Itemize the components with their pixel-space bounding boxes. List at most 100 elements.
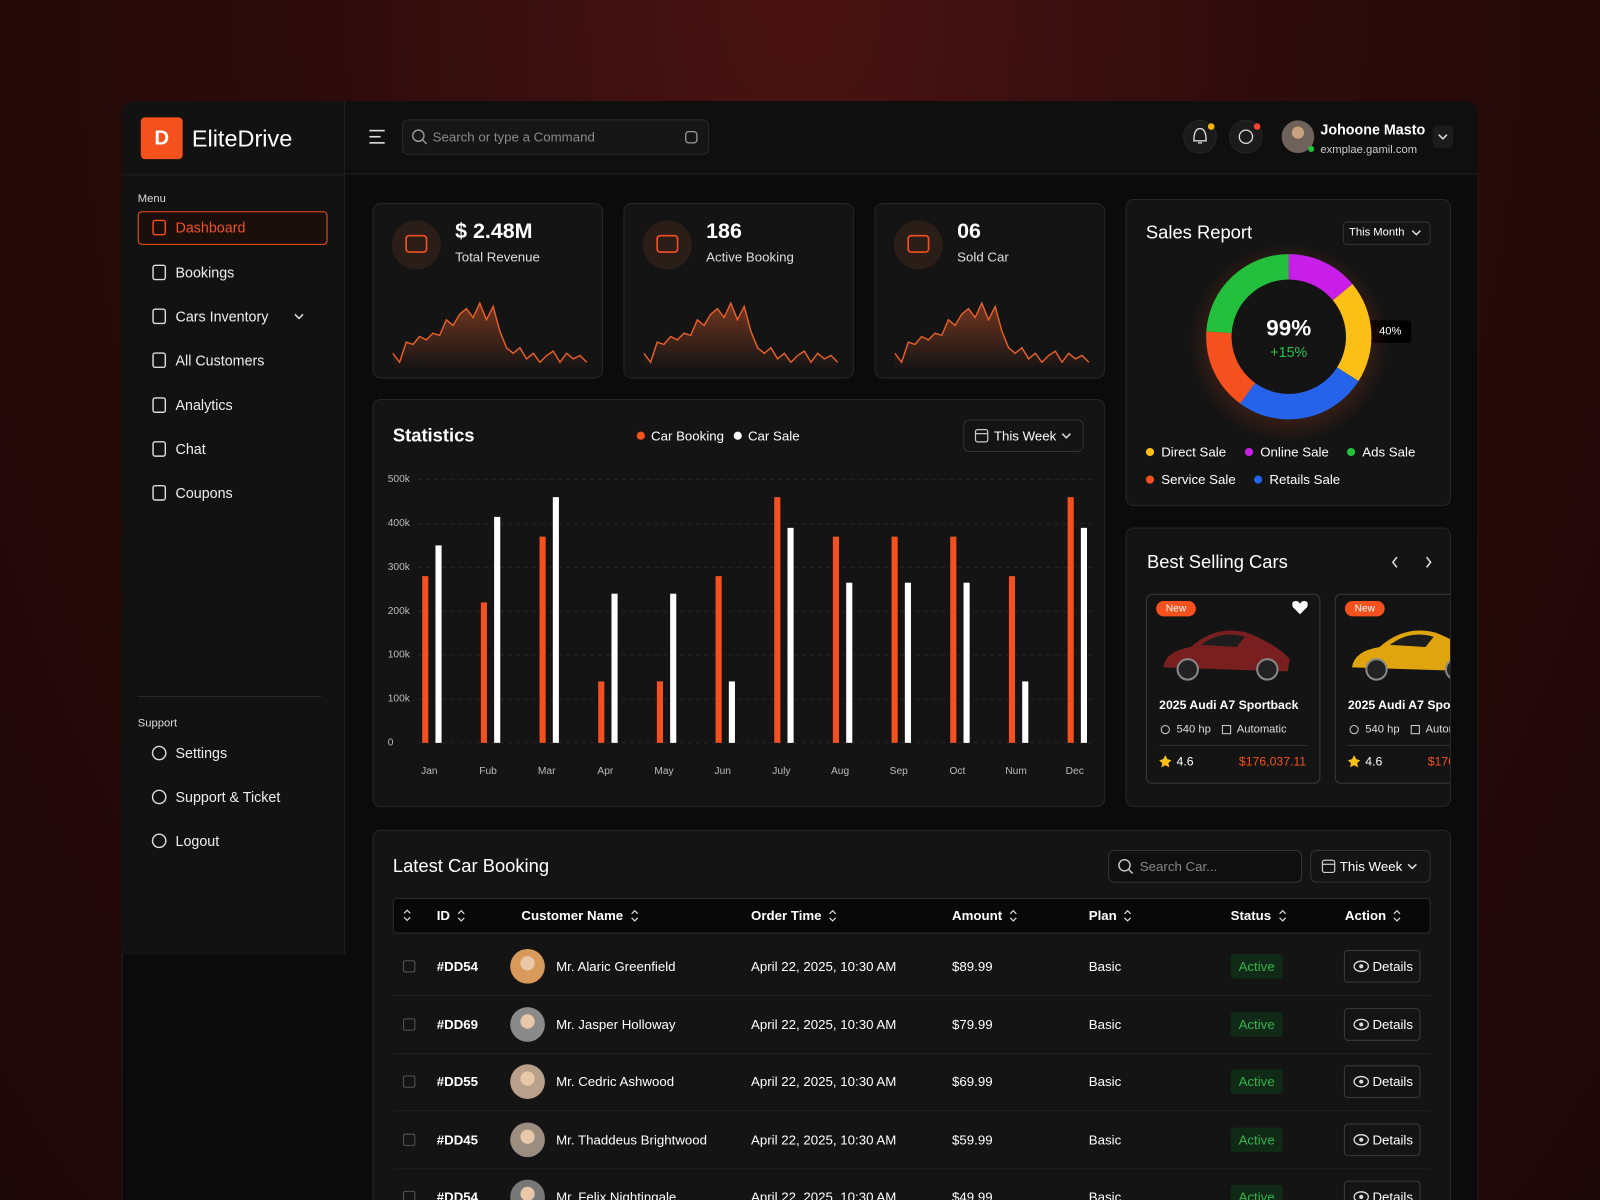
row-separator [392, 1110, 1431, 1112]
table-search[interactable] [1108, 849, 1303, 883]
status-pill [1230, 1184, 1283, 1200]
details-button[interactable] [1343, 949, 1421, 983]
gear-icon [1410, 724, 1420, 735]
car-window [1201, 634, 1245, 647]
row-checkbox[interactable] [403, 1190, 416, 1200]
support-item[interactable] [138, 781, 328, 815]
sort-icon [457, 909, 465, 922]
menu-item[interactable] [138, 433, 328, 467]
car-wheel [1176, 658, 1199, 681]
sort-icon [829, 909, 837, 922]
car-power: 540 hp [1176, 723, 1211, 736]
menu-item[interactable] [138, 389, 328, 423]
car-rating: 4.6 [1176, 754, 1194, 769]
row-separator [392, 1168, 1431, 1170]
sort-icon [829, 909, 837, 922]
status-pill [1230, 1127, 1283, 1153]
car-price: $176,037.11 [1238, 754, 1307, 769]
engine-icon [1160, 724, 1170, 735]
sidebar-divider [121, 174, 345, 176]
star-icon [1159, 755, 1172, 768]
sort-icon [1009, 909, 1017, 922]
gear-icon [1221, 724, 1232, 735]
row-separator [392, 1053, 1431, 1055]
column-header[interactable]: Action [1345, 908, 1405, 923]
car-rating: 4.6 [1365, 754, 1383, 769]
car-card[interactable] [1145, 593, 1321, 784]
filter-dropdown[interactable] [1310, 849, 1431, 883]
column-header[interactable]: Status [1231, 908, 1290, 923]
badge [1344, 601, 1385, 617]
car-card[interactable] [1334, 593, 1450, 784]
search-box[interactable] [402, 119, 710, 156]
row-checkbox[interactable] [403, 960, 416, 973]
row-checkbox[interactable] [403, 1018, 416, 1031]
sort-icon [1124, 909, 1132, 922]
car-wheel [1256, 658, 1279, 681]
user-menu-button[interactable] [1432, 125, 1454, 148]
stat-card [874, 203, 1106, 379]
column-header[interactable]: ID [437, 908, 469, 923]
carousel-arrow[interactable] [1425, 556, 1432, 568]
car-price: $176,037.11 [1427, 754, 1450, 769]
car-wheel [1444, 659, 1450, 679]
details-button[interactable] [1343, 1065, 1421, 1098]
row-checkbox[interactable] [403, 1133, 416, 1146]
sort-icon [1124, 909, 1132, 922]
bookings-card [372, 829, 1452, 1200]
details-button[interactable] [1343, 1008, 1421, 1041]
column-header[interactable]: Plan [1089, 908, 1135, 923]
sort-icon [1393, 909, 1401, 922]
details-button[interactable] [1343, 1123, 1421, 1157]
car-badge: New [1165, 603, 1187, 615]
column-header[interactable]: Order Time [751, 908, 840, 923]
row-separator [392, 994, 1431, 996]
logo [140, 117, 183, 160]
sort-icon [630, 909, 638, 922]
column-header[interactable]: Amount [952, 908, 1020, 923]
column-header[interactable]: Customer Name [521, 908, 641, 923]
car-badge: New [1354, 603, 1376, 615]
sort-icon [630, 909, 638, 922]
car-transmission: Automatic [1236, 723, 1287, 736]
row-checkbox[interactable] [403, 1075, 416, 1088]
best-selling-graphics [1159, 556, 1450, 768]
menu-item[interactable] [138, 344, 328, 378]
car-name: 2025 Audi A7 Sportback [1347, 697, 1451, 713]
sort-icon [457, 909, 465, 922]
menu-item[interactable] [138, 300, 328, 334]
sort-icon [1278, 909, 1286, 922]
best-selling-card: Best Selling Cars New 2025 Audi A7 Sportba… [1125, 527, 1452, 808]
car-transmission: Automatic [1425, 723, 1450, 736]
car-power: 540 hp [1365, 723, 1400, 736]
filter-dropdown[interactable] [1342, 221, 1431, 245]
car-wheel [1365, 658, 1388, 681]
star-icon [1347, 755, 1361, 768]
statistics-card [372, 398, 1106, 808]
sidebar-separator [137, 695, 322, 697]
sort-icon [1009, 909, 1017, 922]
status-pill [1230, 1069, 1283, 1094]
engine-icon [1349, 724, 1359, 735]
details-button[interactable] [1343, 1180, 1421, 1200]
carousel-arrow[interactable] [1391, 556, 1398, 568]
menu-item-active[interactable] [137, 211, 328, 245]
stat-card [623, 203, 855, 379]
support-item[interactable] [138, 737, 328, 771]
badge [1156, 601, 1196, 617]
menu-item[interactable] [138, 256, 328, 290]
table-header [392, 897, 1431, 934]
favorite-icon [1292, 601, 1308, 615]
car-divider [1159, 744, 1308, 746]
sales-report-card [1125, 198, 1452, 507]
car-divider [1347, 744, 1450, 746]
support-item[interactable] [138, 824, 328, 858]
sort-icon [1393, 909, 1401, 922]
annotation-box [1369, 320, 1412, 343]
menu-item[interactable] [138, 477, 328, 511]
filter-dropdown[interactable] [963, 419, 1084, 453]
status-pill [1230, 1012, 1283, 1037]
